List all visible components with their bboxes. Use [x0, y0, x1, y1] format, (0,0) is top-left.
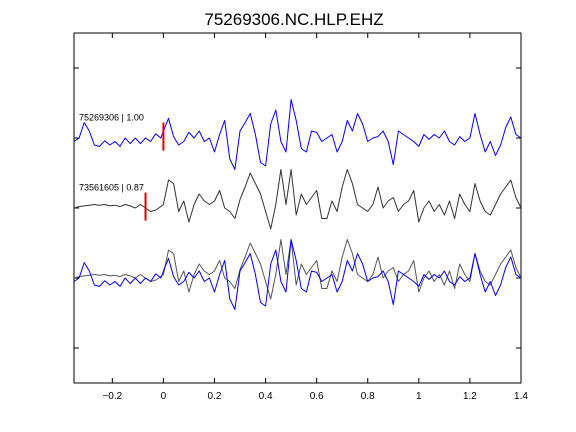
x-tick-label: 0.2: [208, 391, 222, 402]
x-tick-label: 0.8: [361, 391, 375, 402]
trace-labels: 75269306 | 1.00 73561605 | 0.87: [79, 113, 144, 193]
x-tick-label: 1.2: [463, 391, 477, 402]
x-tick-label: 0.4: [259, 391, 273, 402]
x-tick-label: −0.2: [102, 391, 122, 402]
waveform-trace-0: [73, 99, 522, 170]
axis-ticks: −0.2 0 0.2 0.4 0.6 0.8 1 1.2 1.4: [74, 33, 528, 402]
x-tick-label: 0.6: [310, 391, 324, 402]
x-tick-label: 1.4: [514, 391, 528, 402]
x-tick-label: 0: [161, 391, 167, 402]
pick-markers: [144, 122, 165, 221]
waveform-traces: [73, 99, 522, 310]
trace-label-1: 73561605 | 0.87: [79, 183, 144, 193]
x-tick-label: 1: [416, 391, 422, 402]
trace-label-0: 75269306 | 1.00: [79, 113, 144, 123]
waveform-trace-1: [73, 169, 522, 230]
chart-title: 75269306.NC.HLP.EHZ: [204, 10, 383, 29]
waveform-trace-2: [73, 239, 522, 310]
